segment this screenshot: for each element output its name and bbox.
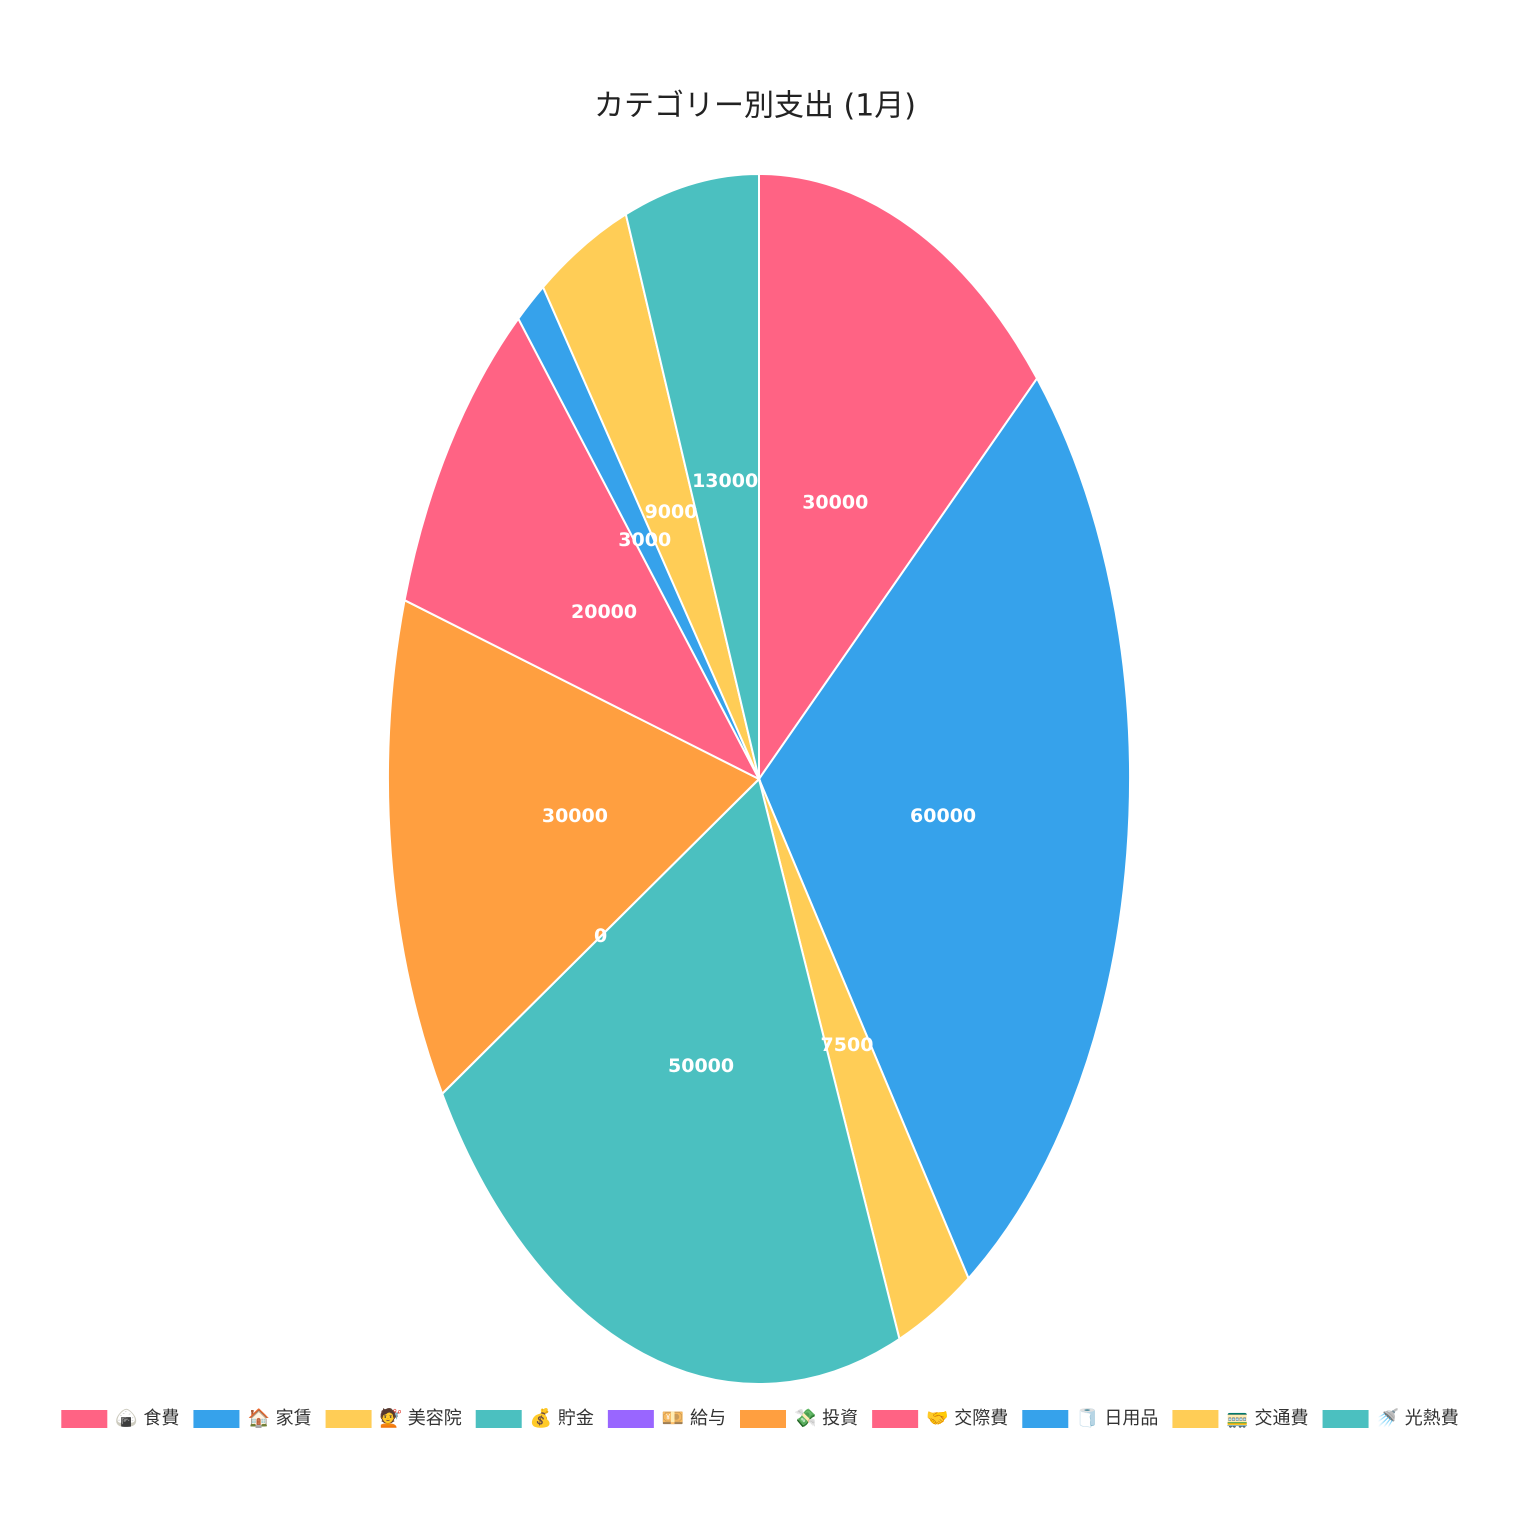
legend-item: 🚃 交通費 xyxy=(1172,1408,1309,1429)
value-label: 13000 xyxy=(692,470,758,492)
legend-swatch xyxy=(740,1410,786,1428)
pie-slice xyxy=(624,172,760,780)
legend-label: 💸 投資 xyxy=(794,1408,858,1429)
pie-slice xyxy=(387,598,761,1096)
value-label: 3000 xyxy=(618,529,671,551)
pie-slice xyxy=(440,777,901,1385)
legend-item: 💇 美容院 xyxy=(325,1407,462,1429)
value-label: 7500 xyxy=(821,1034,874,1056)
legend-label: 💴 給与 xyxy=(662,1408,726,1429)
legend-item: 💰 貯金 xyxy=(475,1407,594,1429)
legend-item: 💴 給与 xyxy=(607,1408,726,1429)
pie-slice xyxy=(758,172,1039,783)
legend-item: 🧻 日用品 xyxy=(1022,1407,1158,1429)
pie-slice xyxy=(403,316,762,782)
chart-title: カテゴリー別支出 (1月) xyxy=(594,89,916,124)
value-label: 30000 xyxy=(802,492,868,514)
legend-swatch xyxy=(1172,1410,1219,1428)
value-label: 30000 xyxy=(542,805,608,827)
legend-item: 🤝 交際費 xyxy=(872,1408,1008,1429)
legend-swatch xyxy=(1022,1410,1069,1428)
legend-swatch xyxy=(61,1410,108,1428)
legend-label: 🤝 交際費 xyxy=(926,1408,1008,1429)
legend-label: 🚃 交通費 xyxy=(1226,1408,1308,1429)
legend-swatch xyxy=(475,1410,522,1428)
legend-swatch xyxy=(325,1410,372,1428)
legend-item: 🚿 光熱費 xyxy=(1322,1407,1459,1429)
legend-swatch xyxy=(1322,1410,1369,1428)
value-label: 60000 xyxy=(910,805,976,827)
legend-label: 🚿 光熱費 xyxy=(1377,1407,1459,1429)
legend-label: 💰 貯金 xyxy=(530,1407,594,1429)
legend-item: 💸 投資 xyxy=(740,1408,858,1429)
legend-label: 🍙 食費 xyxy=(115,1408,179,1429)
legend-label: 💇 美容院 xyxy=(380,1407,462,1429)
value-label: 20000 xyxy=(571,601,637,623)
legend-label: 🏠 家賃 xyxy=(247,1408,311,1429)
pie-slice xyxy=(757,376,1131,1281)
value-label: 50000 xyxy=(668,1055,734,1077)
legend-item: 🍙 食費 xyxy=(61,1408,179,1429)
value-label: 0 xyxy=(594,925,607,947)
value-label: 9000 xyxy=(645,501,698,523)
legend-item: 🏠 家賃 xyxy=(193,1408,312,1429)
legend-swatch xyxy=(193,1410,240,1428)
legend-swatch xyxy=(607,1410,654,1428)
legend-label: 🧻 日用品 xyxy=(1076,1407,1158,1429)
legend-swatch xyxy=(872,1410,919,1428)
